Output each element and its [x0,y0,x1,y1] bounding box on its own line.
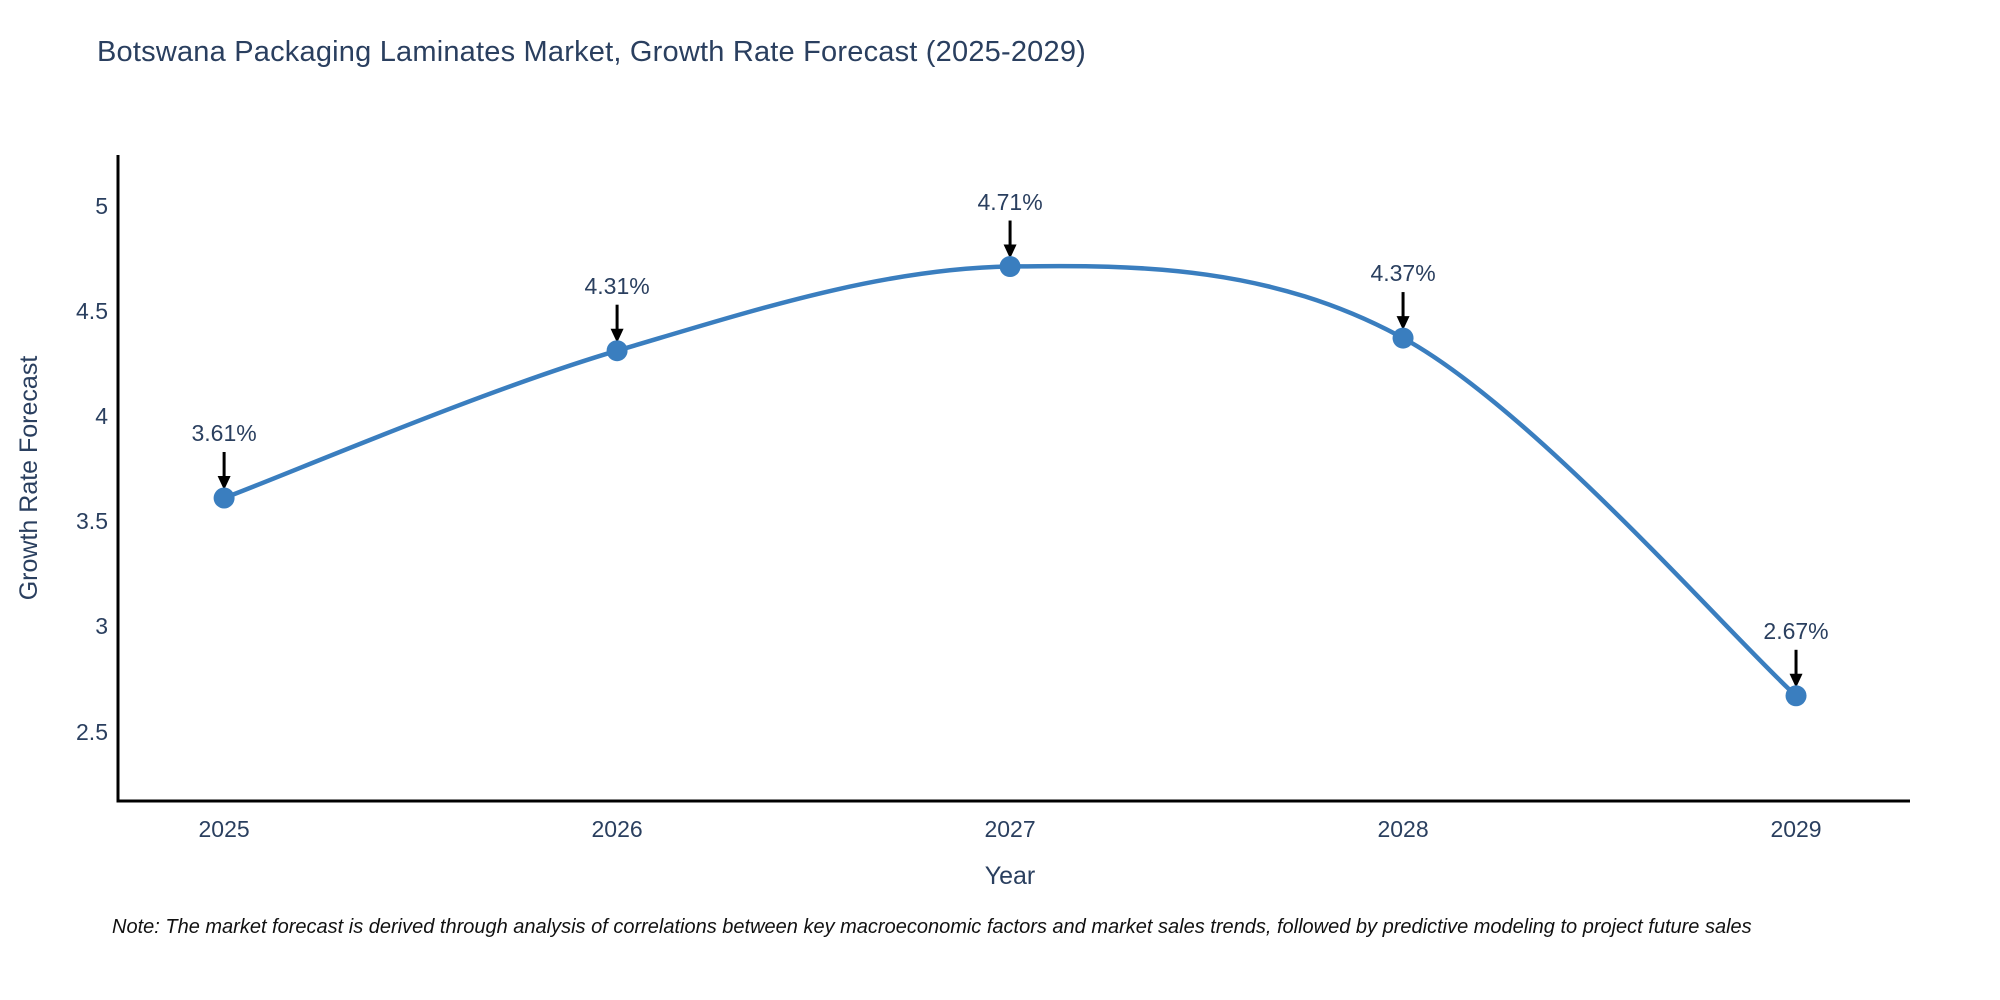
y-tick-label: 3.5 [76,508,108,535]
point-label: 3.61% [191,419,257,446]
x-tick-label: 2025 [198,816,250,842]
x-tick-label: 2027 [984,816,1036,842]
data-point-2025[interactable] [213,487,235,509]
axis-lines [116,155,1910,803]
data-point-2027[interactable] [999,256,1021,278]
point-label: 4.71% [977,188,1043,215]
x-axis-title: Year [984,862,1036,890]
annotation-arrowhead [1789,673,1803,688]
annotation-arrowhead [217,475,231,490]
y-tick-label: 4 [95,402,108,429]
data-point-2029[interactable] [1785,685,1807,707]
footnote: Note: The market forecast is derived thr… [112,916,1752,938]
annotation-arrowhead [610,328,624,343]
y-tick-label: 5 [95,192,108,219]
y-tick-label: 3 [95,613,108,640]
point-label: 2.67% [1763,617,1829,644]
annotation-arrowhead [1003,244,1017,259]
y-tick-label: 4.5 [76,297,108,324]
chart-title: Botswana Packaging Laminates Market, Gro… [97,36,1087,68]
x-tick-label: 2029 [1770,816,1822,842]
annotation-arrowhead [1396,316,1410,331]
x-tick-label: 2026 [591,816,643,842]
data-point-2026[interactable] [606,340,628,362]
data-point-2028[interactable] [1392,327,1414,349]
point-label: 4.37% [1370,260,1436,287]
x-tick-label: 2028 [1377,816,1429,842]
forecast-line [223,263,1798,698]
point-label: 4.31% [584,272,650,299]
y-tick-label: 2.5 [76,718,108,745]
